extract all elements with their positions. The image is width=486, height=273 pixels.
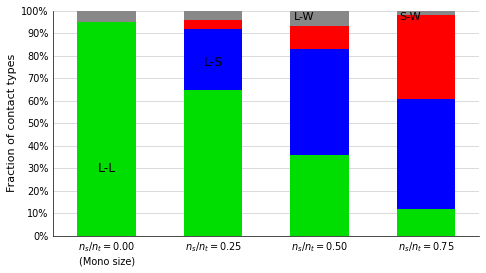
Bar xyxy=(397,209,455,236)
Text: L-W: L-W xyxy=(294,11,314,22)
Bar xyxy=(290,11,349,26)
Bar xyxy=(290,155,349,236)
Bar xyxy=(77,22,136,236)
Text: S-W: S-W xyxy=(399,11,420,22)
Y-axis label: Fraction of contact types: Fraction of contact types xyxy=(7,54,17,192)
Bar xyxy=(184,20,243,22)
Bar xyxy=(77,11,136,22)
Text: S-S: S-S xyxy=(309,28,330,41)
Bar xyxy=(184,90,243,236)
Bar xyxy=(397,99,455,209)
Bar xyxy=(184,29,243,90)
Bar xyxy=(184,22,243,29)
Bar xyxy=(290,49,349,155)
Text: L-S: L-S xyxy=(204,56,223,69)
Bar xyxy=(184,11,243,20)
Text: L-L: L-L xyxy=(98,162,116,175)
Bar xyxy=(397,11,455,16)
Bar xyxy=(397,16,455,25)
Bar xyxy=(397,25,455,99)
Bar xyxy=(290,26,349,49)
